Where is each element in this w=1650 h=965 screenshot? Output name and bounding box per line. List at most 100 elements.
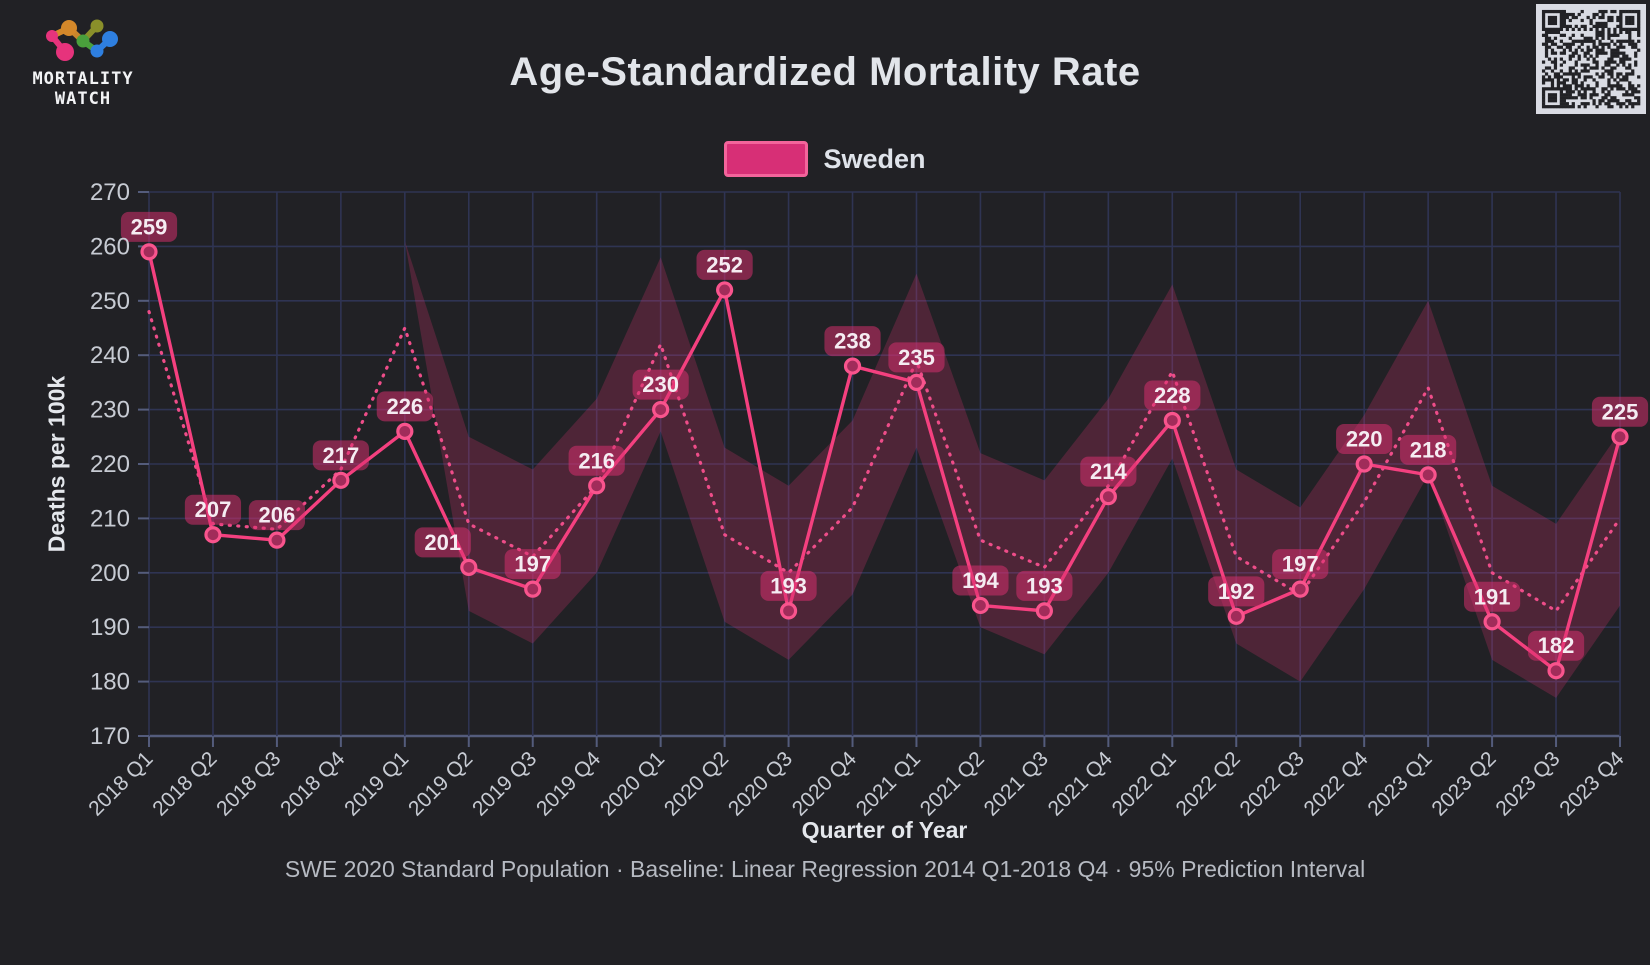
data-label-badge — [1336, 424, 1393, 454]
data-point[interactable] — [1483, 613, 1501, 631]
data-label-value: 259 — [131, 214, 168, 239]
data-point[interactable] — [1099, 488, 1117, 506]
data-label-value: 192 — [1218, 579, 1255, 604]
y-axis-title: Deaths per 100k — [43, 375, 70, 553]
legend-swatch-sweden[interactable] — [724, 141, 809, 177]
chart-legend: Sweden — [0, 141, 1650, 177]
data-label-value: 193 — [770, 573, 807, 598]
x-tick-label: 2022 Q4 — [1299, 747, 1372, 820]
y-tick-label: 190 — [90, 614, 130, 641]
x-tick-label: 2018 Q3 — [212, 747, 285, 820]
x-tick-label: 2019 Q1 — [340, 747, 413, 820]
x-tick-label: 2018 Q2 — [148, 747, 221, 820]
data-label-value: 216 — [578, 448, 615, 473]
sweden-series-line — [147, 251, 1622, 673]
x-tick-label: 2022 Q2 — [1172, 747, 1245, 820]
data-point[interactable] — [1611, 428, 1629, 446]
data-point[interactable] — [779, 602, 798, 620]
data-point[interactable] — [1419, 466, 1437, 484]
data-point[interactable] — [971, 596, 990, 615]
x-tick-label: 2018 Q1 — [84, 747, 157, 820]
data-label-badge — [1527, 630, 1585, 661]
data-point[interactable] — [396, 422, 414, 440]
y-tick-label: 270 — [90, 179, 130, 206]
mortality-watch-logo[interactable]: MORTALITY WATCH — [16, 6, 150, 109]
data-point[interactable] — [716, 281, 734, 299]
data-point[interactable] — [204, 526, 222, 544]
data-label-value: 207 — [195, 497, 232, 522]
data-label-badge — [414, 527, 471, 558]
data-label-value: 228 — [1154, 383, 1191, 408]
data-point[interactable] — [907, 373, 926, 391]
molecule-logo-icon — [46, 19, 118, 61]
data-label-badge — [1400, 434, 1457, 465]
data-point[interactable] — [1035, 602, 1053, 620]
data-label-value: 206 — [259, 503, 296, 528]
data-label-value: 226 — [386, 394, 423, 419]
chart-footnote: SWE 2020 Standard Population · Baseline:… — [284, 856, 1366, 882]
data-label-value: 230 — [642, 372, 679, 397]
data-label-value: 193 — [1026, 573, 1063, 598]
data-label-badge — [760, 570, 817, 601]
data-label-value: 238 — [834, 329, 871, 354]
data-label-value: 201 — [424, 530, 461, 555]
y-tick-label: 200 — [90, 560, 130, 587]
data-point[interactable] — [460, 558, 478, 576]
x-tick-label: 2020 Q3 — [724, 747, 797, 820]
x-tick-label: 2020 Q1 — [596, 747, 669, 820]
data-label-badge — [1144, 380, 1201, 411]
data-point[interactable] — [843, 357, 862, 375]
data-label-badge — [312, 440, 369, 471]
x-tick-label: 2019 Q4 — [532, 747, 605, 820]
x-tick-label: 2021 Q1 — [852, 747, 925, 820]
data-label-value: 220 — [1346, 427, 1383, 452]
y-tick-label: 170 — [90, 723, 130, 750]
data-label-badge — [568, 445, 625, 476]
data-label-value: 252 — [706, 252, 743, 277]
x-tick-label: 2022 Q3 — [1236, 747, 1309, 820]
data-point[interactable] — [1291, 580, 1309, 598]
data-point[interactable] — [332, 471, 350, 489]
y-tick-label: 250 — [90, 288, 130, 315]
data-point[interactable] — [1547, 662, 1565, 680]
data-points — [140, 243, 1629, 680]
logo-wordmark-line1: MORTALITY — [32, 69, 134, 89]
data-point[interactable] — [524, 580, 542, 598]
data-label-badge — [120, 211, 178, 242]
x-tick-label: 2023 Q1 — [1363, 747, 1436, 820]
y-tick-label: 240 — [90, 342, 130, 369]
data-label-badge — [952, 565, 1009, 596]
logo-wordmark-line2: WATCH — [54, 89, 112, 109]
data-label-value: 194 — [962, 568, 999, 593]
y-tick-label: 210 — [90, 505, 130, 532]
data-point[interactable] — [1355, 455, 1373, 473]
data-label-value: 235 — [898, 345, 935, 370]
data-label-value: 197 — [1282, 552, 1319, 577]
data-label-value: 218 — [1410, 437, 1447, 462]
data-label-badge — [248, 500, 306, 531]
data-label-badge — [888, 342, 945, 373]
axis-ticks — [138, 191, 1621, 747]
data-label-badge — [504, 549, 561, 580]
y-tick-label: 220 — [90, 451, 130, 478]
x-tick-label: 2020 Q4 — [788, 747, 861, 820]
data-label-badge — [376, 391, 433, 422]
data-point[interactable] — [268, 531, 286, 549]
data-point[interactable] — [652, 401, 670, 419]
legend-label-sweden[interactable]: Sweden — [823, 143, 926, 174]
data-label-value: 191 — [1474, 584, 1511, 609]
data-label-value: 214 — [1090, 459, 1127, 484]
x-tick-label: 2022 Q1 — [1108, 747, 1181, 820]
data-point[interactable] — [1163, 411, 1181, 430]
data-label-value: 225 — [1602, 399, 1639, 424]
x-tick-label: 2021 Q3 — [980, 747, 1053, 820]
data-point[interactable] — [140, 243, 158, 261]
data-label-value: 217 — [323, 443, 360, 468]
data-point[interactable] — [1227, 607, 1245, 625]
x-tick-label: 2019 Q2 — [404, 747, 477, 820]
y-tick-label: 230 — [90, 397, 130, 424]
data-point[interactable] — [588, 477, 606, 495]
x-tick-label: 2023 Q3 — [1491, 747, 1564, 820]
